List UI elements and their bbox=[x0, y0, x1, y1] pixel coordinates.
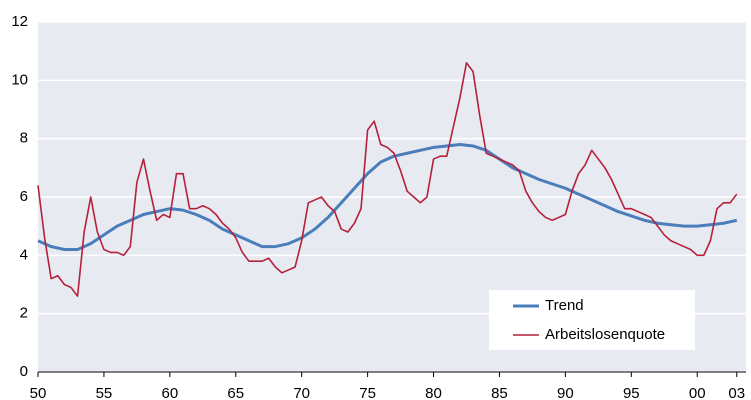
x-tick-label: 95 bbox=[623, 385, 640, 400]
y-tick-label: 4 bbox=[20, 246, 28, 263]
x-tick-label: 80 bbox=[425, 385, 442, 400]
legend-box bbox=[489, 290, 695, 350]
x-tick-label: 75 bbox=[359, 385, 376, 400]
legend-label: Trend bbox=[545, 297, 584, 314]
x-tick-label: 00 bbox=[689, 385, 706, 400]
y-tick-label: 0 bbox=[20, 363, 28, 380]
x-tick-label: 55 bbox=[96, 385, 113, 400]
y-tick-label: 8 bbox=[20, 130, 28, 147]
y-tick-label: 6 bbox=[20, 188, 28, 205]
x-tick-label: 85 bbox=[491, 385, 508, 400]
series-line bbox=[37, 62, 738, 297]
y-tick-label: 12 bbox=[11, 13, 28, 30]
x-tick-label: 65 bbox=[227, 385, 244, 400]
x-tick-label: 70 bbox=[293, 385, 310, 400]
legend-label: Arbeitslosenquote bbox=[545, 326, 665, 343]
x-tick-label: 60 bbox=[161, 385, 178, 400]
x-tick-label: 03 bbox=[728, 385, 745, 400]
y-tick-label: 2 bbox=[20, 305, 28, 322]
x-tick-label: 50 bbox=[30, 385, 47, 400]
x-tick-label: 90 bbox=[557, 385, 574, 400]
y-tick-label: 10 bbox=[11, 71, 28, 88]
